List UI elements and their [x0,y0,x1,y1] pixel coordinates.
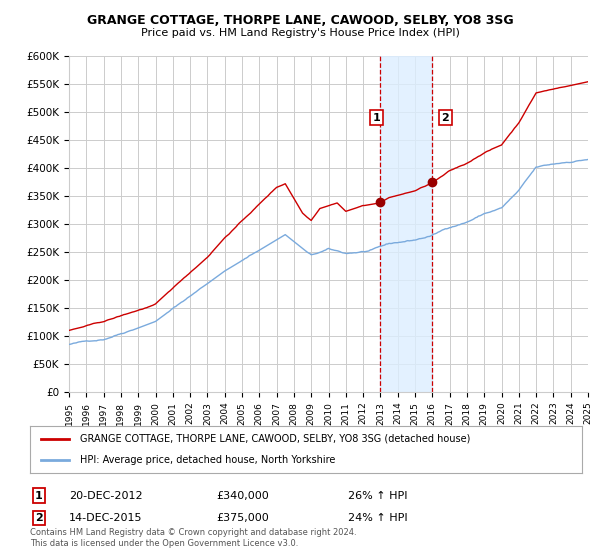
Text: HPI: Average price, detached house, North Yorkshire: HPI: Average price, detached house, Nort… [80,455,335,465]
Text: Contains HM Land Registry data © Crown copyright and database right 2024.
This d: Contains HM Land Registry data © Crown c… [30,528,356,548]
Text: 26% ↑ HPI: 26% ↑ HPI [348,491,407,501]
Bar [380,56,431,392]
Text: 1: 1 [35,491,43,501]
Text: GRANGE COTTAGE, THORPE LANE, CAWOOD, SELBY, YO8 3SG (detached house): GRANGE COTTAGE, THORPE LANE, CAWOOD, SEL… [80,434,470,444]
Text: 1: 1 [373,113,380,123]
Text: GRANGE COTTAGE, THORPE LANE, CAWOOD, SELBY, YO8 3SG: GRANGE COTTAGE, THORPE LANE, CAWOOD, SEL… [86,14,514,27]
Text: 2: 2 [35,513,43,523]
Text: Price paid vs. HM Land Registry's House Price Index (HPI): Price paid vs. HM Land Registry's House … [140,28,460,38]
Text: £340,000: £340,000 [216,491,269,501]
Text: 20-DEC-2012: 20-DEC-2012 [69,491,143,501]
Text: 24% ↑ HPI: 24% ↑ HPI [348,513,407,523]
Text: £375,000: £375,000 [216,513,269,523]
Text: 14-DEC-2015: 14-DEC-2015 [69,513,143,523]
Text: 2: 2 [442,113,449,123]
